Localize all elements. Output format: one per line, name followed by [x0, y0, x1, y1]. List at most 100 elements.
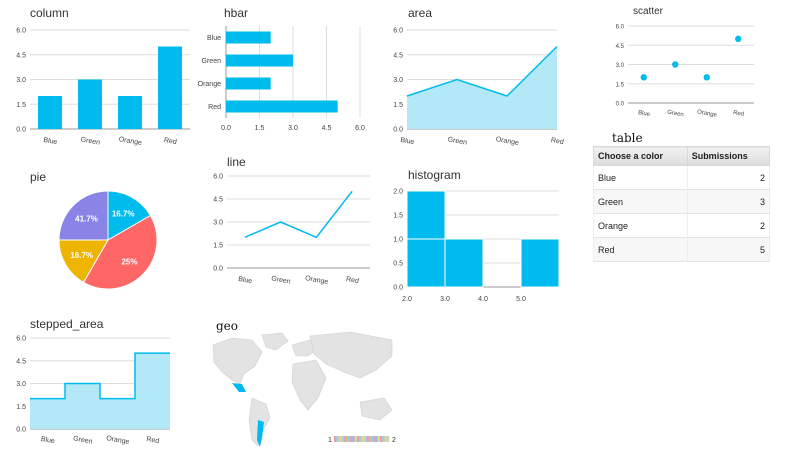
- stepped-area-line: [30, 352, 170, 400]
- table-cell-count: 2: [686, 165, 771, 190]
- stepped-area-title: stepped_area: [30, 317, 104, 331]
- y-tick-label: 6.0: [616, 25, 625, 31]
- geo-legend-swatch: [352, 436, 355, 442]
- geo-legend-swatch: [384, 436, 387, 442]
- table-header-color[interactable]: Choose a color: [593, 146, 688, 166]
- y-tick-label: 1.5: [213, 243, 223, 250]
- column-title: column: [30, 6, 69, 20]
- area-title: area: [408, 6, 433, 20]
- column-bar: [118, 96, 142, 129]
- pie-title: pie: [30, 170, 47, 184]
- x-tick-label: Blue: [637, 110, 651, 118]
- geo-legend-swatch: [357, 436, 360, 442]
- geo-legend-swatch: [363, 436, 367, 442]
- x-tick-label: Blue: [238, 276, 253, 285]
- geo-legend-min: 1: [328, 437, 332, 444]
- geo-legend-swatch: [370, 436, 374, 442]
- hbar-bar: [226, 100, 338, 113]
- y-tick-label: Green: [202, 58, 222, 65]
- y-tick-label: 4.5: [16, 358, 26, 365]
- africa-shape: [291, 359, 327, 411]
- geo-legend-swatch: [375, 436, 378, 442]
- pie-slice-label: 25%: [121, 257, 137, 266]
- line-title: line: [227, 155, 246, 169]
- y-tick-label: 1.5: [616, 82, 625, 88]
- australia-shape: [359, 397, 393, 421]
- table-row: Blue 2: [593, 165, 771, 190]
- x-tick-label: Red: [345, 276, 359, 285]
- geo-legend-swatch: [380, 436, 383, 442]
- y-tick-label: 1.5: [393, 102, 403, 109]
- scatter-point: [640, 74, 647, 81]
- y-tick-label: 1.5: [16, 102, 26, 109]
- table-cell-count: 2: [686, 213, 771, 238]
- table-cell-color: Blue: [593, 165, 688, 190]
- histogram-bar: [444, 238, 484, 288]
- y-tick-label: 6.0: [393, 28, 403, 35]
- x-tick-label: Green: [667, 110, 684, 119]
- y-tick-label: Blue: [207, 35, 221, 42]
- geo-legend-swatch: [345, 436, 348, 442]
- histogram-bar: [406, 190, 446, 240]
- y-tick-label: 0.0: [616, 102, 625, 108]
- table-header-submissions[interactable]: Submissions: [686, 146, 771, 166]
- y-tick-label: 6.0: [16, 28, 26, 35]
- x-tick-label: Red: [163, 137, 177, 146]
- geo-legend-gradient: [334, 436, 390, 442]
- geo-legend-swatch: [377, 436, 380, 442]
- geo-legend-max: 2: [392, 437, 396, 444]
- table-title: table: [612, 131, 643, 145]
- geo-legend-swatch: [338, 436, 341, 442]
- pie-slice: [58, 239, 109, 284]
- y-tick-label: 6.0: [16, 336, 26, 343]
- y-tick-label: 4.5: [616, 44, 625, 50]
- geo-legend-swatch: [359, 436, 362, 442]
- geo-legend-swatch: [354, 436, 357, 442]
- geo-legend-swatch: [366, 436, 369, 442]
- y-tick-label: 6.0: [213, 174, 223, 181]
- table-cell-count: 3: [686, 189, 771, 214]
- geo-legend-swatch: [350, 436, 353, 442]
- pie-slice: [82, 214, 158, 290]
- geo-legend-swatch: [340, 436, 344, 442]
- x-tick-label: Green: [73, 435, 93, 445]
- geo-legend-swatch: [382, 436, 385, 442]
- greenland-shape: [261, 332, 289, 351]
- x-tick-label: 3.0: [288, 125, 298, 132]
- y-tick-label: 3.0: [393, 77, 403, 84]
- histogram-bar: [520, 238, 560, 288]
- y-tick-label: 0.0: [16, 127, 26, 134]
- world-landmass: [212, 331, 393, 447]
- x-tick-label: 3.0: [440, 296, 450, 303]
- y-tick-label: 4.5: [16, 52, 26, 59]
- y-tick-label: 2.0: [393, 189, 403, 196]
- y-tick-label: 0.5: [393, 261, 403, 268]
- line-series: [244, 190, 353, 239]
- x-tick-label: Orange: [697, 109, 718, 118]
- x-tick-label: Green: [271, 275, 291, 285]
- y-tick-label: 0.0: [393, 127, 403, 134]
- table-row: Green 3: [593, 189, 771, 214]
- y-tick-label: 1.5: [16, 404, 26, 411]
- column-bar: [158, 46, 182, 129]
- geo-title: geo: [216, 319, 239, 333]
- table-cell-color: Orange: [593, 213, 688, 238]
- geo-legend-swatch: [343, 436, 346, 442]
- x-tick-label: Green: [447, 136, 467, 146]
- north-america-shape: [212, 337, 263, 385]
- hbar-bar: [226, 31, 271, 44]
- x-tick-label: Red: [732, 110, 744, 118]
- x-tick-label: Orange: [118, 136, 142, 147]
- x-tick-label: Green: [80, 136, 100, 146]
- hbar-title: hbar: [224, 6, 249, 20]
- scatter-title: scatter: [633, 6, 664, 17]
- y-tick-label: 1.5: [393, 213, 403, 220]
- geo-color-legend: 1 2: [328, 436, 396, 444]
- x-tick-label: 2.0: [402, 296, 412, 303]
- central-america-highlight: [232, 383, 246, 392]
- x-tick-label: 5.0: [516, 296, 526, 303]
